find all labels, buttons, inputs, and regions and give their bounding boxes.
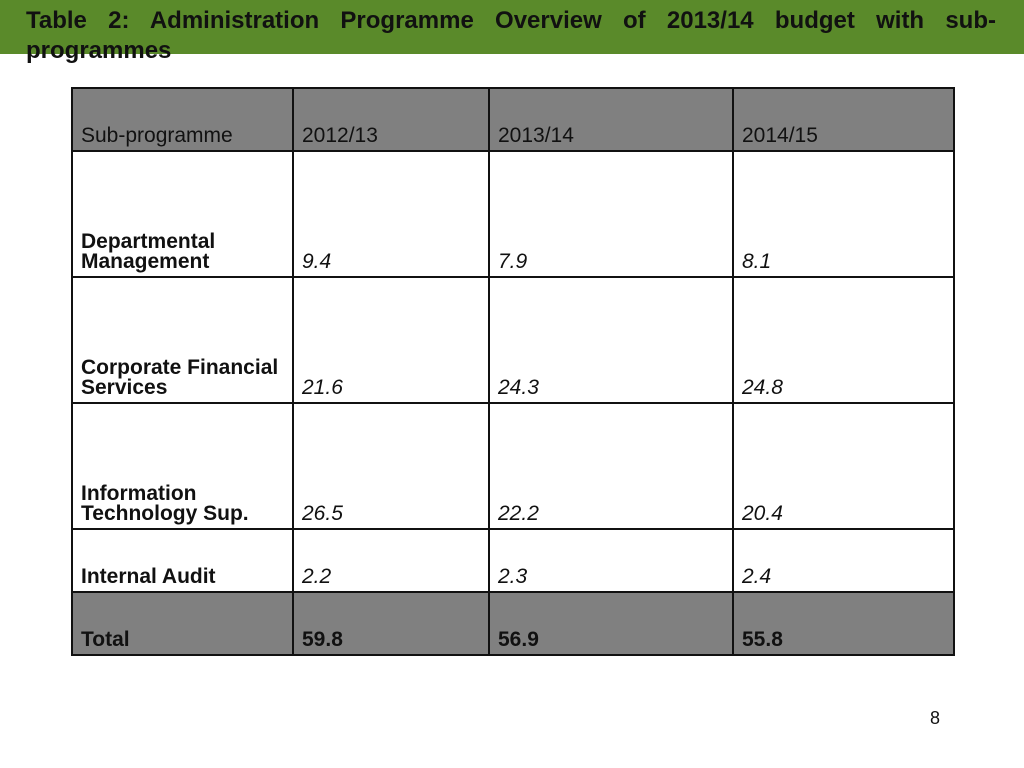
table-row: Information Technology Sup. 26.5 22.2 20… [71, 402, 955, 530]
value-2012-13: 2.2 [292, 528, 490, 593]
table-header-row: Sub-programme 2012/13 2013/14 2014/15 [71, 87, 955, 152]
value-2012-13: 26.5 [292, 402, 490, 530]
value-2014-15: 8.1 [732, 150, 955, 278]
value-2014-15: 20.4 [732, 402, 955, 530]
column-header-2014-15: 2014/15 [732, 87, 955, 152]
budget-table: Sub-programme 2012/13 2013/14 2014/15 De… [71, 87, 955, 656]
total-label: Total [71, 591, 294, 656]
top-accent-bar [0, 0, 1024, 54]
sub-programme-name: Information Technology Sup. [71, 402, 294, 530]
value-2014-15: 24.8 [732, 276, 955, 404]
value-2012-13: 21.6 [292, 276, 490, 404]
total-2012-13: 59.8 [292, 591, 490, 656]
table-row: Internal Audit 2.2 2.3 2.4 [71, 528, 955, 593]
column-header-2012-13: 2012/13 [292, 87, 490, 152]
page-number: 8 [929, 708, 940, 728]
sub-programme-name: Corporate Financial Services [71, 276, 294, 404]
column-header-2013-14: 2013/14 [488, 87, 734, 152]
sub-programme-name: Internal Audit [71, 528, 294, 593]
value-2013-14: 2.3 [488, 528, 734, 593]
value-2013-14: 22.2 [488, 402, 734, 530]
sub-programme-name: Departmental Management [71, 150, 294, 278]
table-total-row: Total 59.8 56.9 55.8 [71, 591, 955, 656]
table-row: Corporate Financial Services 21.6 24.3 2… [71, 276, 955, 404]
value-2014-15: 2.4 [732, 528, 955, 593]
column-header-sub-programme: Sub-programme [71, 87, 294, 152]
table-row: Departmental Management 9.4 7.9 8.1 [71, 150, 955, 278]
value-2013-14: 24.3 [488, 276, 734, 404]
total-2013-14: 56.9 [488, 591, 734, 656]
value-2013-14: 7.9 [488, 150, 734, 278]
slide-title: Table 2: Administration Programme Overvi… [26, 7, 996, 64]
value-2012-13: 9.4 [292, 150, 490, 278]
total-2014-15: 55.8 [732, 591, 955, 656]
